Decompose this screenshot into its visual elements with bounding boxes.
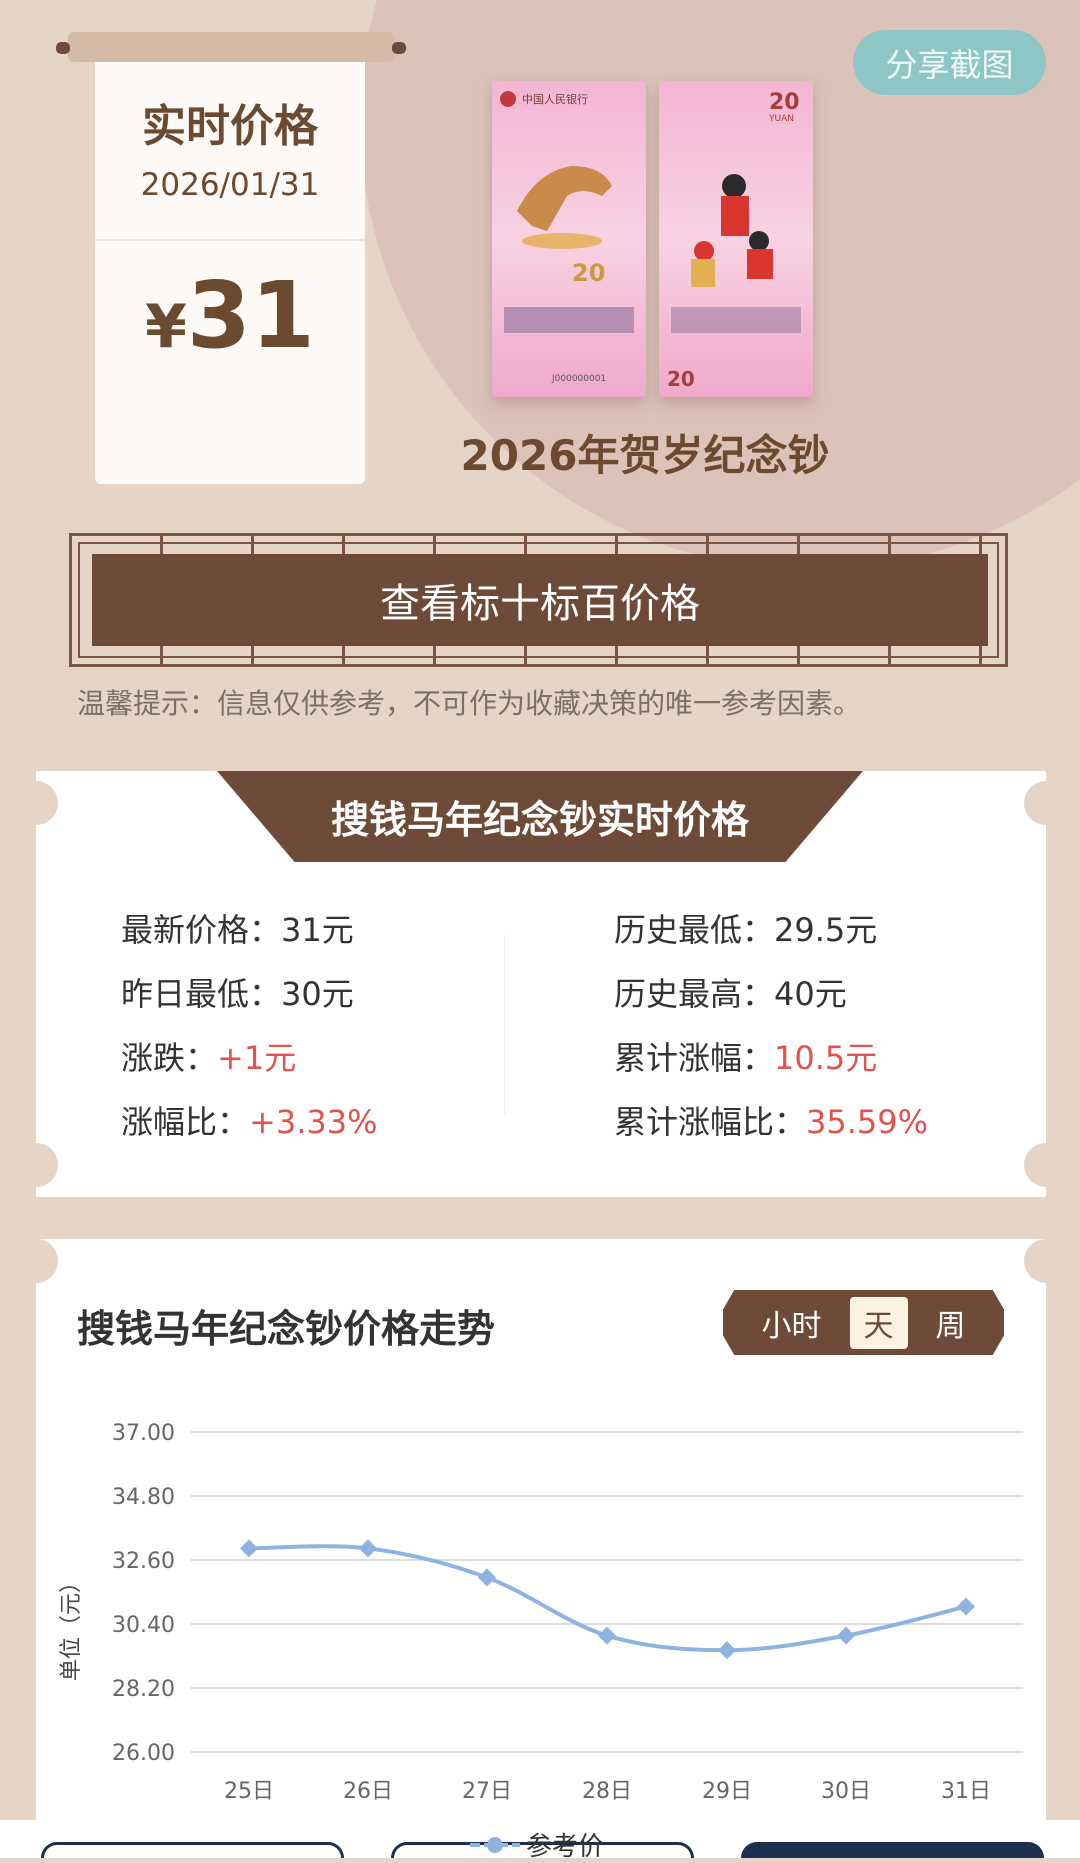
price-date: 2026/01/31 (140, 167, 320, 203)
y-tick-label: 26.00 (112, 1741, 175, 1766)
stat-value: 31元 (281, 911, 354, 949)
stat-label: 累计涨幅： (614, 1039, 775, 1077)
stat-label: 涨幅比： (121, 1103, 250, 1141)
x-tick-label: 26日 (343, 1779, 393, 1804)
toggle-hour[interactable]: 小时 (761, 1308, 822, 1344)
data-point[interactable] (957, 1597, 975, 1616)
x-tick-label: 25日 (224, 1779, 274, 1804)
stat-value: 10.5元 (774, 1039, 878, 1077)
stat-value: +1元 (217, 1039, 297, 1077)
stat-right-0: 历史最低：29.5元 (614, 905, 877, 951)
stat-label: 历史最高： (614, 975, 775, 1013)
stat-label: 涨跌： (121, 1039, 218, 1077)
note-bank-name: 中国人民银行 (522, 92, 588, 106)
stat-right-2: 累计涨幅：10.5元 (614, 1033, 877, 1079)
y-tick-label: 32.60 (112, 1549, 175, 1574)
legend-label: 参考价 (526, 1832, 605, 1862)
stat-left-0: 最新价格：31元 (121, 905, 354, 951)
view-ten-hundred-price-button[interactable]: 查看标十标百价格 (92, 554, 988, 646)
price-scroll-card: 实时价格 2026/01/31 ¥31 (95, 62, 365, 484)
stat-value: +3.33% (249, 1103, 378, 1141)
bottom-button-1[interactable] (41, 1842, 344, 1858)
legend-line-icon (470, 1836, 520, 1853)
stat-left-3: 涨幅比：+3.33% (121, 1097, 377, 1143)
banknote-back-image: 20 YUAN 20 (659, 81, 813, 397)
data-point[interactable] (598, 1626, 616, 1645)
chart-legend[interactable]: 参考价 (470, 1826, 604, 1863)
stat-value: 35.59% (806, 1103, 929, 1141)
stat-value: 29.5元 (774, 911, 878, 949)
current-price: ¥31 (145, 262, 315, 369)
y-tick-label: 34.80 (112, 1485, 175, 1510)
stat-right-1: 历史最高：40元 (614, 969, 847, 1015)
y-tick-label: 28.20 (112, 1677, 175, 1702)
stat-value: 30元 (281, 975, 354, 1013)
scroll-roller (56, 32, 406, 62)
note-serial: J000000001 (551, 374, 606, 384)
stat-right-3: 累计涨幅比：35.59% (614, 1097, 928, 1143)
divider (504, 935, 505, 1115)
stat-label: 累计涨幅比： (614, 1103, 807, 1141)
share-screenshot-button[interactable]: 分享截图 (853, 30, 1046, 95)
product-title: 2026年贺岁纪念钞 (460, 431, 830, 480)
price-card-title: 搜钱马年纪念钞实时价格 (217, 771, 863, 862)
data-point[interactable] (837, 1626, 855, 1645)
note-denomination: 20 (572, 259, 605, 287)
stat-left-1: 昨日最低：30元 (121, 969, 354, 1015)
stat-left-2: 涨跌：+1元 (121, 1033, 296, 1079)
note-back-denomination: 20 (769, 90, 800, 115)
y-tick-label: 37.00 (112, 1421, 175, 1446)
x-tick-label: 31日 (941, 1779, 991, 1804)
scroll-title: 实时价格 (142, 101, 318, 152)
stat-label: 最新价格： (121, 911, 282, 949)
trend-title: 搜钱马年纪念钞价格走势 (77, 1307, 496, 1351)
x-tick-label: 29日 (702, 1779, 752, 1804)
bottom-button-3[interactable] (741, 1842, 1044, 1858)
stat-value: 40元 (774, 975, 847, 1013)
toggle-day[interactable]: 天 (849, 1296, 908, 1349)
data-point[interactable] (359, 1539, 377, 1558)
toggle-week[interactable]: 周 (935, 1308, 966, 1344)
stat-label: 历史最低： (614, 911, 775, 949)
period-toggle: 小时 天 周 (723, 1290, 1004, 1355)
y-axis-label: 单位（元） (59, 1571, 84, 1681)
data-point[interactable] (240, 1539, 258, 1558)
note-back-denomination-small: 20 (667, 367, 695, 391)
note-back-yuan: YUAN (768, 114, 794, 124)
disclaimer-text: 温馨提示：信息仅供参考，不可作为收藏决策的唯一参考因素。 (77, 687, 862, 720)
x-tick-label: 27日 (462, 1779, 512, 1804)
data-point[interactable] (718, 1641, 736, 1660)
x-tick-label: 30日 (821, 1779, 871, 1804)
banknote-front-image: 中国人民银行 20 J000000001 (492, 81, 646, 397)
data-point[interactable] (478, 1568, 496, 1587)
price-trend-chart: 37.00 34.80 32.60 30.40 28.20 26.00 25日 26日 27日 2… (59, 1421, 1023, 1804)
y-tick-label: 30.40 (112, 1613, 175, 1638)
stat-label: 昨日最低： (121, 975, 282, 1013)
x-tick-label: 28日 (582, 1779, 632, 1804)
